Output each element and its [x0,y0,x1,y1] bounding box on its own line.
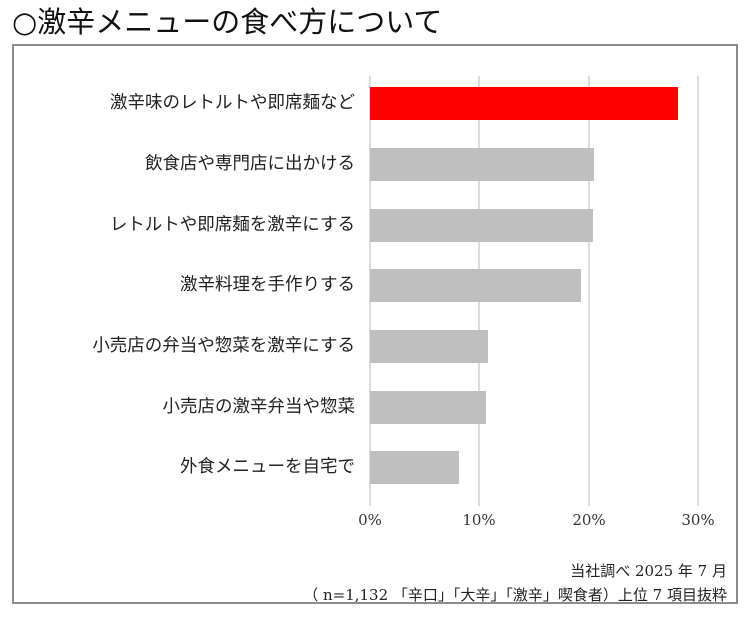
gridline-30 [697,76,699,506]
category-label: 小売店の激辛弁当や惣菜 [162,397,356,417]
source-note: 当社調べ 2025 年 7 月 [570,562,727,580]
bar [370,330,488,363]
bar [370,269,581,302]
category-label: レトルトや即席麺を激辛にする [109,215,355,235]
bar-highlight [370,87,678,120]
chart-title: ○激辛メニューの食べ方について [12,5,443,39]
x-tick-label: 20% [572,511,606,529]
bar [370,451,459,484]
bar [370,148,594,181]
category-label: 外食メニューを自宅で [180,457,355,477]
category-label: 小売店の弁当や惣菜を激辛にする [92,336,355,356]
x-tick-label: 0% [358,511,382,529]
category-label: 激辛味のレトルトや即席麺など [110,93,355,113]
sample-note: （ n=1,132 「辛口」「大辛」「激辛」喫食者）上位 7 項目抜粋 [303,586,727,604]
bar [370,391,486,424]
gridline-20 [588,76,590,506]
plot-area [369,76,699,506]
x-tick-label: 10% [462,511,496,529]
bar [370,209,593,242]
chart-frame [12,44,738,604]
category-label: 飲食店や専門店に出かける [145,154,355,174]
x-tick-label: 30% [681,511,715,529]
category-label: 激辛料理を手作りする [180,275,355,295]
